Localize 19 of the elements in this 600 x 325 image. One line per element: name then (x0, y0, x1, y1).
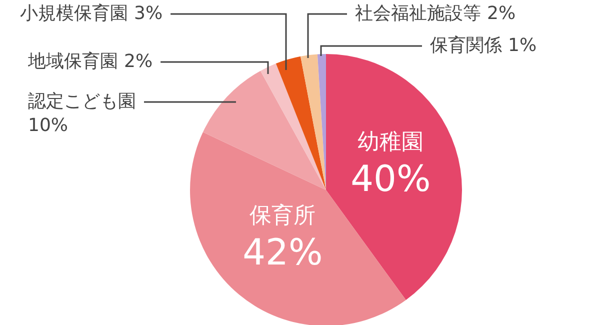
slice-label: 小規模保育園 (20, 3, 128, 24)
data-label: 3% (134, 3, 163, 24)
slice-label: 保育所 (250, 202, 316, 228)
slice-label: 認定こども園 (28, 91, 136, 112)
pie-slice (202, 70, 326, 190)
data-label: 10% (28, 115, 68, 136)
pie-slice (300, 54, 326, 190)
data-label: 42% (242, 232, 323, 274)
data-label: 2% (124, 51, 153, 72)
data-label: 2% (487, 3, 516, 24)
slice-label: 幼稚園 (358, 130, 424, 155)
data-label: 40% (350, 158, 431, 200)
pie-slice (326, 54, 462, 300)
pie-slice (276, 56, 326, 190)
pie-slice (260, 64, 326, 190)
slice-label: 社会福祉施設等 (355, 3, 481, 24)
slice-label: 保育関係 (430, 35, 502, 56)
data-label: 1% (508, 35, 537, 56)
slice-label: 地域保育園 (27, 51, 118, 72)
